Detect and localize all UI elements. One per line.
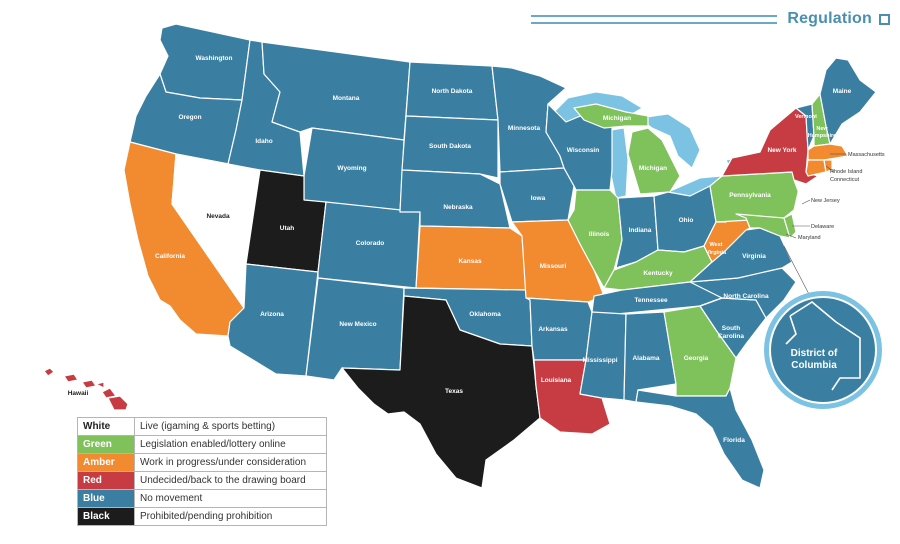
label-illinois: Illinois	[589, 231, 610, 238]
label-idaho: Idaho	[255, 138, 272, 145]
section-header: Regulation	[531, 9, 890, 29]
label-west-virginia-2: Virginia	[706, 250, 727, 256]
state-new-jersey[interactable]	[791, 179, 807, 219]
label-south-carolina-2: Carolina	[718, 333, 744, 340]
state-michigan-lower[interactable]	[627, 127, 681, 195]
label-massachusetts: Massachusetts	[848, 152, 885, 158]
label-west-virginia-1: West	[709, 242, 722, 248]
section-title: Regulation	[787, 10, 872, 27]
label-texas: Texas	[445, 388, 463, 395]
dc-inset[interactable]	[769, 296, 877, 404]
state-washington[interactable]	[159, 23, 251, 101]
label-new-hampshire-1: New	[816, 126, 828, 132]
lake-huron	[638, 113, 701, 169]
label-maryland: Maryland	[798, 235, 821, 241]
map-legend: White Live (igaming & sports betting) Gree…	[77, 417, 327, 526]
label-nevada: Nevada	[206, 213, 230, 220]
dc-inset-title-2: Columbia	[791, 360, 837, 371]
label-michigan-lower: Michigan	[639, 165, 667, 172]
label-mississippi: Mississippi	[582, 357, 617, 364]
state-texas[interactable]	[341, 295, 541, 489]
dc-inset-title-1: District of	[791, 348, 838, 359]
label-oregon: Oregon	[178, 114, 201, 121]
legend-key: Green	[77, 435, 135, 454]
legend-key: Blue	[77, 489, 135, 508]
label-vermont: Vermont	[795, 114, 817, 120]
legend-description: Live (igaming & sports betting)	[134, 417, 327, 436]
legend-row: Black Prohibited/pending prohibition	[77, 507, 327, 526]
label-wisconsin: Wisconsin	[567, 147, 599, 154]
label-iowa: Iowa	[531, 195, 546, 202]
state-south-dakota[interactable]	[401, 115, 499, 179]
label-north-dakota: North Dakota	[432, 88, 473, 95]
legend-row: Red Undecided/back to the drawing board	[77, 471, 327, 490]
label-connecticut: Connecticut	[830, 177, 860, 183]
legend-description: Prohibited/pending prohibition	[134, 507, 327, 526]
legend-key: Red	[77, 471, 135, 490]
state-delaware[interactable]	[783, 213, 797, 239]
label-montana: Montana	[333, 95, 360, 102]
label-arkansas: Arkansas	[538, 326, 568, 333]
legend-key: Black	[77, 507, 135, 526]
state-vermont[interactable]	[795, 103, 815, 151]
legend-description: Work in progress/under consideration	[134, 453, 327, 472]
label-wyoming: Wyoming	[337, 165, 366, 172]
label-tennessee: Tennessee	[634, 297, 668, 304]
state-florida[interactable]	[635, 387, 765, 489]
state-maine[interactable]	[819, 57, 877, 145]
lake-michigan	[609, 127, 629, 199]
label-delaware: Delaware	[811, 224, 834, 230]
label-rhode-island: Rhode Island	[830, 169, 862, 175]
legend-row: Blue No movement	[77, 489, 327, 508]
label-south-carolina-1: South	[722, 325, 740, 332]
label-new-hampshire-2: Hampshire	[808, 133, 836, 139]
legend-description: No movement	[134, 489, 327, 508]
label-indiana: Indiana	[629, 227, 652, 234]
label-oklahoma: Oklahoma	[469, 311, 501, 318]
label-pennsylvania: Pennsylvania	[729, 192, 771, 199]
legend-description: Undecided/back to the drawing board	[134, 471, 327, 490]
label-hawaii: Hawaii	[68, 390, 89, 397]
label-colorado: Colorado	[356, 240, 385, 247]
label-louisiana: Louisiana	[541, 377, 572, 384]
label-south-dakota: South Dakota	[429, 143, 471, 150]
label-maine: Maine	[833, 88, 852, 95]
state-montana[interactable]	[261, 41, 411, 141]
legend-row: White Live (igaming & sports betting)	[77, 417, 327, 436]
legend-row: Amber Work in progress/under consideratio…	[77, 453, 327, 472]
state-hawaii[interactable]	[43, 367, 129, 411]
state-michigan-upper[interactable]	[573, 103, 649, 129]
legend-key: White	[77, 417, 135, 436]
dc-outline	[785, 301, 861, 391]
label-michigan-upper: Michigan	[603, 115, 631, 122]
label-virginia: Virginia	[742, 253, 766, 260]
legend-key: Amber	[77, 453, 135, 472]
label-alabama: Alabama	[632, 355, 659, 362]
state-new-mexico[interactable]	[305, 277, 405, 381]
dc-leader	[783, 245, 813, 301]
legend-description: Legislation enabled/lottery online	[134, 435, 327, 454]
checkbox-icon	[879, 13, 890, 25]
label-arizona: Arizona	[260, 311, 284, 318]
state-massachusetts[interactable]	[807, 143, 849, 161]
state-connecticut[interactable]	[805, 159, 827, 177]
label-kentucky: Kentucky	[643, 270, 673, 277]
label-florida: Florida	[723, 437, 745, 444]
label-new-jersey: New Jersey	[811, 198, 840, 204]
label-north-carolina: North Carolina	[723, 293, 769, 300]
label-georgia: Georgia	[684, 355, 709, 362]
label-washington: Washington	[196, 55, 233, 62]
label-missouri: Missouri	[540, 263, 567, 270]
label-new-york: New York	[767, 147, 796, 154]
legend-row: Green Legislation enabled/lottery online	[77, 435, 327, 454]
label-kansas: Kansas	[458, 258, 482, 265]
label-ohio: Ohio	[679, 217, 694, 224]
label-nebraska: Nebraska	[443, 204, 473, 211]
label-california: California	[155, 253, 185, 260]
label-new-mexico: New Mexico	[339, 321, 376, 328]
label-minnesota: Minnesota	[508, 125, 541, 132]
label-utah: Utah	[280, 225, 294, 232]
header-rule	[531, 14, 778, 24]
